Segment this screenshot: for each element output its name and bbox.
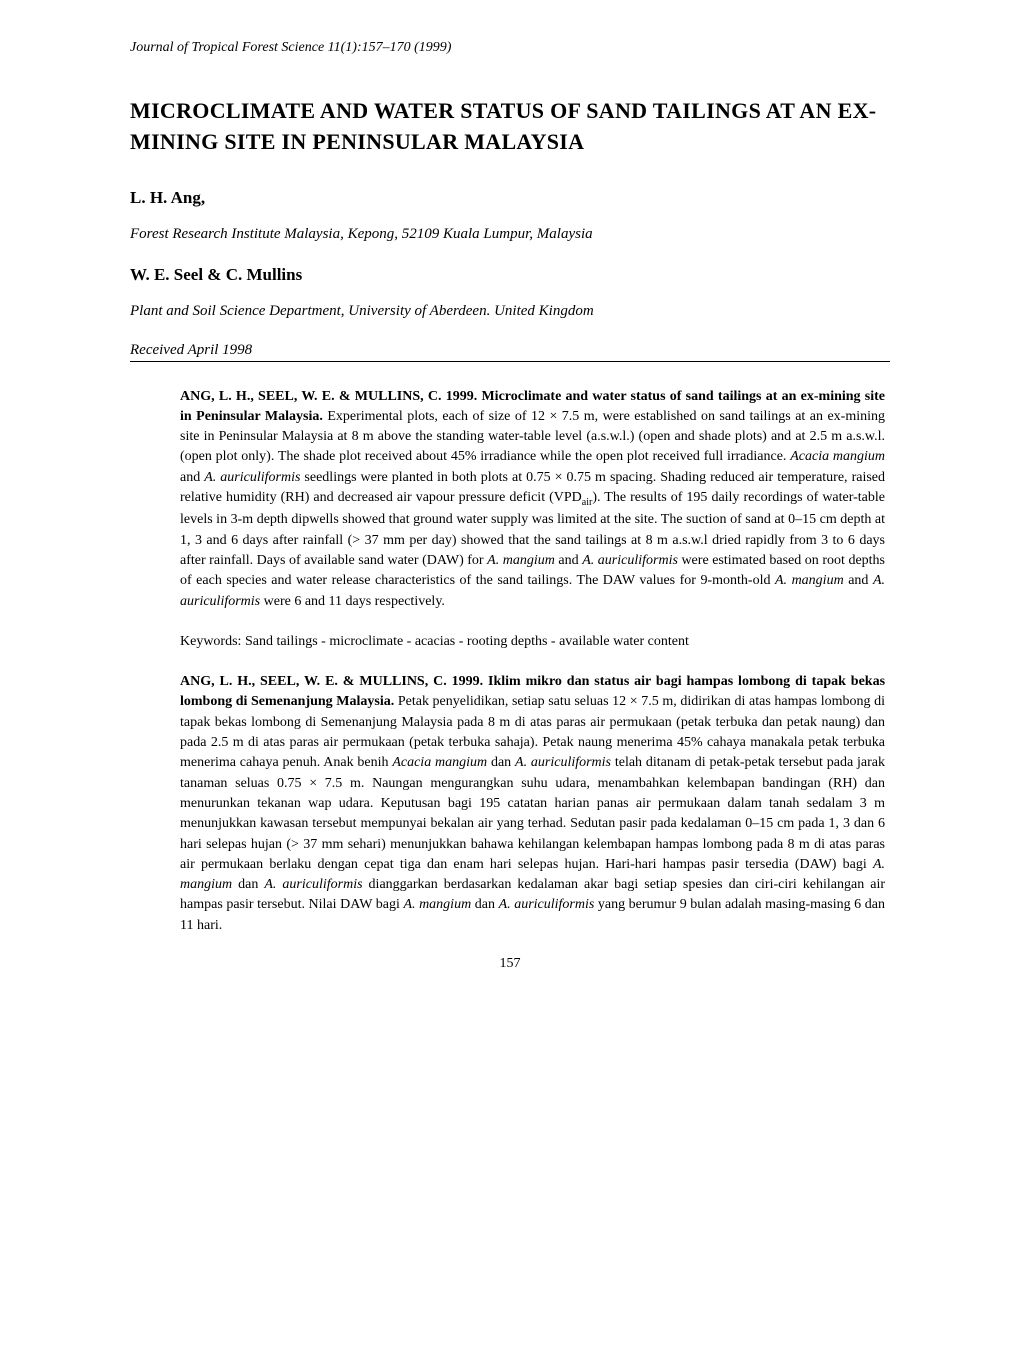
author-1-affiliation: Forest Research Institute Malaysia, Kepo…	[130, 226, 890, 243]
abstract-english: ANG, L. H., SEEL, W. E. & MULLINS, C. 19…	[180, 387, 885, 612]
author-2-affiliation: Plant and Soil Science Department, Unive…	[130, 303, 890, 320]
species-name: Acacia mangium	[790, 449, 885, 464]
abstract-en-text: and	[555, 553, 582, 568]
abstract-ms-text: dan	[232, 877, 264, 892]
abstract-ms-text: dan	[471, 897, 498, 912]
paper-title: MICROCLIMATE AND WATER STATUS OF SAND TA…	[130, 96, 890, 158]
abstract-ms-citation: ANG, L. H., SEEL, W. E. & MULLINS, C. 19…	[180, 674, 483, 689]
keywords-label: Keywords:	[180, 634, 241, 649]
abstract-malay: ANG, L. H., SEEL, W. E. & MULLINS, C. 19…	[180, 672, 885, 936]
journal-name: Journal of Tropical Forest Science	[130, 40, 324, 55]
species-name: A. auriculiformis	[204, 470, 300, 485]
journal-page: Journal of Tropical Forest Science 11(1)…	[0, 0, 1020, 1022]
species-name: Acacia mangium	[392, 755, 487, 770]
species-name: A. mangium	[487, 553, 555, 568]
abstract-en-text: and	[180, 470, 204, 485]
species-name: A. auriculiformis	[499, 897, 595, 912]
species-name: A. mangium	[775, 573, 844, 588]
abstract-ms-text: dan	[487, 755, 515, 770]
keywords-text: Sand tailings - microclimate - acacias -…	[245, 634, 689, 649]
received-date: Received April 1998	[130, 342, 890, 362]
abstract-en-text: were 6 and 11 days respectively.	[260, 594, 445, 609]
abstract-ms-text: telah ditanam di petak-petak tersebut pa…	[180, 755, 885, 871]
subscript: air	[582, 497, 593, 508]
species-name: A. mangium	[403, 897, 471, 912]
journal-header: Journal of Tropical Forest Science 11(1)…	[130, 40, 890, 56]
author-1-name: L. H. Ang,	[130, 188, 890, 208]
author-2-name: W. E. Seel & C. Mullins	[130, 265, 890, 285]
species-name: A. auriculiformis	[264, 877, 362, 892]
abstract-en-text: and	[844, 573, 873, 588]
keywords: Keywords: Sand tailings - microclimate -…	[180, 632, 885, 652]
species-name: A. auriculiformis	[515, 755, 611, 770]
abstract-en-citation: ANG, L. H., SEEL, W. E. & MULLINS, C. 19…	[180, 389, 477, 404]
journal-citation: 11(1):157–170 (1999)	[328, 40, 452, 55]
species-name: A. auriculiformis	[582, 553, 678, 568]
page-number: 157	[130, 956, 890, 972]
